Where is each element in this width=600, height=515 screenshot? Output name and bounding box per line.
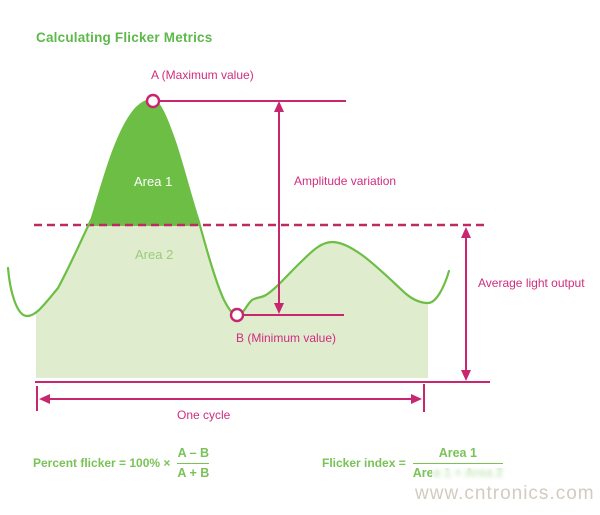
fraction-bar bbox=[412, 462, 503, 464]
area2-region bbox=[36, 100, 428, 378]
one-cycle-label: One cycle bbox=[177, 408, 231, 422]
area1-label: Area 1 bbox=[134, 174, 173, 189]
cycle-arrowhead-right bbox=[411, 394, 422, 404]
cycle-arrowhead-left bbox=[39, 394, 50, 404]
percent-flicker-numerator: A – B bbox=[177, 445, 210, 460]
flicker-index-formula-label: Flicker index = bbox=[322, 456, 406, 470]
average-arrowhead-up bbox=[461, 227, 471, 238]
min-point-label: B (Minimum value) bbox=[236, 331, 337, 345]
fraction-bar bbox=[177, 462, 210, 464]
average-light-output-label: Average light output bbox=[478, 276, 585, 290]
max-point-marker bbox=[145, 93, 161, 109]
percent-flicker-formula: Percent flicker = 100% × A – B A + B bbox=[33, 441, 210, 485]
amplitude-arrowhead-up bbox=[274, 101, 284, 112]
area1-region bbox=[90, 100, 200, 226]
percent-flicker-denominator: A + B bbox=[177, 465, 210, 480]
area2-label: Area 2 bbox=[135, 247, 174, 262]
min-point-marker bbox=[229, 307, 245, 323]
flicker-index-numerator: Area 1 bbox=[438, 445, 477, 460]
percent-flicker-formula-label: Percent flicker = 100% × bbox=[33, 456, 171, 470]
percent-flicker-fraction: A – B A + B bbox=[177, 445, 210, 480]
amplitude-arrowhead-down bbox=[274, 303, 284, 314]
amplitude-variation-label: Amplitude variation bbox=[294, 174, 397, 188]
waveform-curve bbox=[6, 98, 451, 318]
max-point-label: A (Maximum value) bbox=[151, 68, 254, 82]
watermark-blur-patch bbox=[432, 468, 588, 489]
watermark-text: www.cntronics.com bbox=[415, 483, 595, 504]
page-title: Calculating Flicker Metrics bbox=[36, 30, 213, 45]
average-arrowhead-down bbox=[461, 370, 471, 381]
